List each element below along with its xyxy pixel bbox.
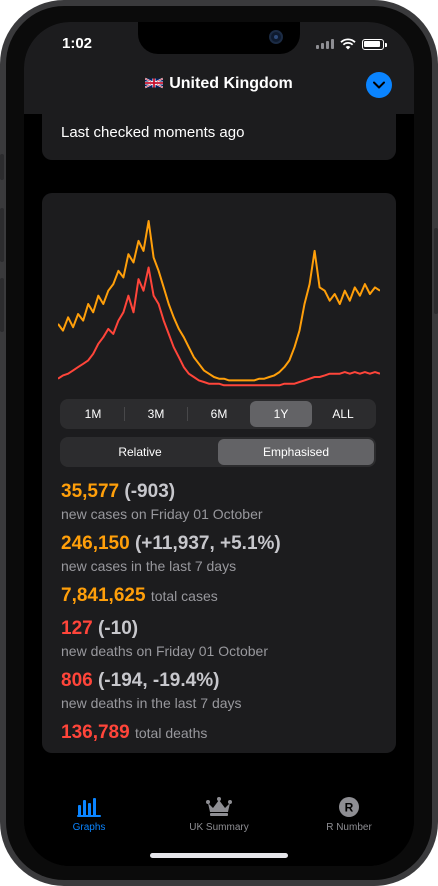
tab-r-number-label: R Number: [326, 822, 372, 833]
stat-cases-today: 35,577 (-903) new cases on Friday 01 Oct…: [61, 481, 263, 522]
cases-series-line: [58, 220, 380, 382]
notch: [138, 22, 300, 54]
deaths-total-label: total deaths: [134, 725, 208, 741]
deaths-today-label: new deaths on Friday 01 October: [61, 643, 269, 659]
tab-bar: Graphs UK Summary: [24, 790, 414, 866]
screen: 1:02 United Kingd: [24, 22, 414, 866]
uk-flag-icon: [145, 77, 164, 89]
deaths-series-line: [58, 266, 380, 387]
tab-graphs[interactable]: Graphs: [39, 794, 139, 833]
cases-week-value: 246,150: [61, 533, 130, 554]
stat-deaths-today: 127 (-10) new deaths on Friday 01 Octobe…: [61, 618, 268, 659]
status-time: 1:02: [62, 35, 93, 52]
home-indicator: [150, 853, 288, 858]
cases-today-delta: (-903): [124, 481, 176, 502]
cases-week-delta: (+11,937, +5.1%): [134, 533, 281, 554]
country-menu-button[interactable]: [366, 72, 392, 98]
r-circle-icon: R: [339, 797, 359, 817]
stat-cases-week: 246,150 (+11,937, +5.1%) new cases in th…: [61, 533, 281, 574]
stat-deaths-total: 136,789 total deaths: [61, 722, 207, 744]
volume-down-button: [0, 278, 4, 332]
status-icons: [316, 38, 387, 50]
battery-icon: [362, 38, 387, 50]
tab-graphs-label: Graphs: [72, 822, 106, 833]
stats-card: 1M 3M 6M 1Y ALL Relative Emphasised 35,5…: [42, 193, 396, 753]
range-1y[interactable]: 1Y: [250, 401, 312, 427]
mute-switch: [0, 154, 4, 180]
deaths-today-delta: (-10): [97, 618, 139, 639]
power-button: [434, 228, 438, 314]
cases-total-label: total cases: [150, 588, 218, 604]
cases-today-value: 35,577: [61, 481, 120, 502]
wifi-icon: [340, 38, 356, 50]
deaths-total-value: 136,789: [61, 722, 130, 743]
tab-r-number[interactable]: R R Number: [299, 794, 399, 833]
country-name: United Kingdom: [169, 75, 293, 92]
tab-uk-summary[interactable]: UK Summary: [169, 794, 269, 833]
bar-chart-icon: [77, 798, 101, 817]
last-checked-text: Last checked moments ago: [61, 124, 245, 141]
crown-icon: [206, 797, 232, 816]
deaths-week-delta: (-194, -19.4%): [97, 670, 220, 691]
cellular-signal-icon: [316, 39, 334, 49]
range-selector: 1M 3M 6M 1Y ALL: [60, 399, 376, 429]
stat-deaths-week: 806 (-194, -19.4%) new deaths in the las…: [61, 670, 242, 711]
cases-week-label: new cases in the last 7 days: [61, 558, 237, 574]
last-checked-card: Last checked moments ago: [42, 112, 396, 160]
deaths-week-value: 806: [61, 670, 93, 691]
svg-text:R: R: [345, 801, 354, 815]
range-all[interactable]: ALL: [332, 407, 354, 421]
cases-total-value: 7,841,625: [61, 585, 146, 606]
mode-selector: Relative Emphasised: [60, 437, 376, 467]
mode-relative[interactable]: Relative: [118, 445, 162, 459]
deaths-today-value: 127: [61, 618, 93, 639]
range-6m[interactable]: 6M: [210, 407, 228, 421]
volume-up-button: [0, 208, 4, 262]
deaths-week-label: new deaths in the last 7 days: [61, 695, 242, 711]
tab-uk-summary-label: UK Summary: [189, 822, 249, 833]
camera-icon: [269, 30, 283, 44]
range-3m[interactable]: 3M: [147, 407, 165, 421]
cases-today-label: new cases on Friday 01 October: [61, 506, 263, 522]
stat-cases-total: 7,841,625 total cases: [61, 585, 218, 607]
cases-deaths-chart: [58, 220, 380, 387]
range-1m[interactable]: 1M: [84, 407, 102, 421]
mode-emphasised[interactable]: Emphasised: [218, 439, 374, 465]
chevron-down-icon: [373, 81, 385, 89]
nav-title: United Kingdom: [24, 75, 414, 93]
